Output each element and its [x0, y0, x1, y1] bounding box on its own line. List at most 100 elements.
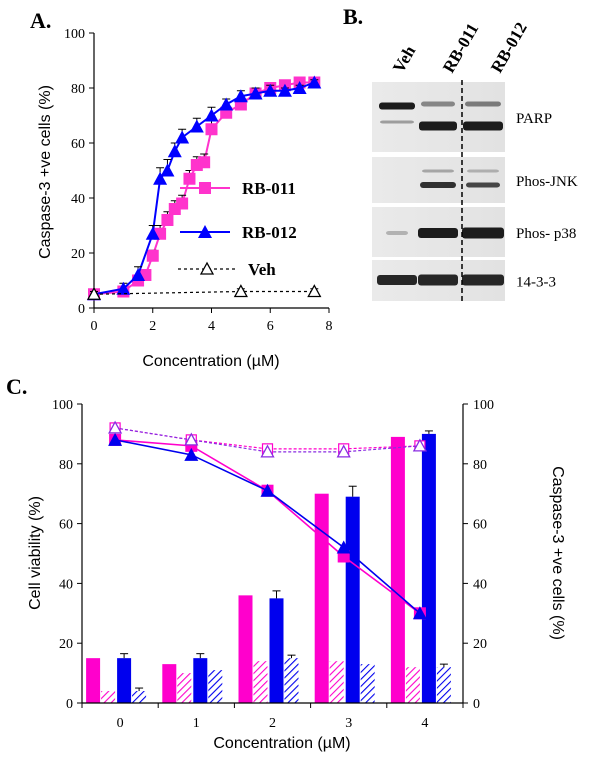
- panel-c-bar: [314, 493, 329, 703]
- panel-c-y-tick-label-left: 80: [59, 458, 73, 473]
- panel-c-bar: [117, 658, 132, 703]
- panel-c-line-point: [184, 432, 199, 446]
- panel-b-lane-label-Veh: Veh: [389, 42, 420, 76]
- panel-a-legend-marker-RB-012: [198, 225, 212, 238]
- panel-c-bar: [177, 673, 192, 703]
- panel-c-line-point: [412, 438, 427, 452]
- panel-a-y-tick-label: 100: [64, 27, 85, 42]
- panel-b-row-label: Phos- p38: [516, 226, 576, 242]
- panel-a-point-RB-011: [176, 197, 189, 210]
- panel-a-point-RB-011: [198, 156, 211, 169]
- panel-b-band: [465, 101, 501, 107]
- panel-b-blot-parp: [372, 82, 505, 152]
- panel-c-x-tick-label: 0: [117, 716, 124, 731]
- panel-b-row-label: Phos-JNK: [516, 174, 578, 190]
- panel-c-y-tick-label-left: 100: [52, 398, 73, 413]
- panel-c-y-label-right: Caspase-3 +ve cells (%): [549, 466, 566, 640]
- panel-b-band: [418, 274, 458, 286]
- panel-c-line-point: [260, 483, 275, 497]
- panel-b-band: [380, 120, 414, 124]
- panel-a-point-Veh: [307, 284, 322, 298]
- panel-c-chart: 0 0 20 20 40 40 60 60 80 80 100 100 0 1 2 3 4 Concentrat…: [27, 398, 566, 752]
- panel-c-bar: [269, 598, 284, 703]
- panel-b-row-label: 14-3-3: [516, 275, 556, 291]
- panel-b-band: [466, 182, 500, 188]
- panel-c-bar: [208, 670, 223, 703]
- panel-b-band: [422, 169, 454, 173]
- panel-b-band: [421, 101, 455, 107]
- panel-a-point-Veh: [233, 284, 248, 298]
- panel-c-bar: [101, 691, 116, 703]
- panel-c-bar: [162, 664, 177, 703]
- panel-c-line-3: [115, 427, 420, 453]
- panel-a-legend-label-Veh: Veh: [248, 260, 276, 279]
- panel-b-band: [418, 228, 458, 238]
- panel-c-bar: [284, 658, 299, 703]
- panel-a-y-label: Caspase-3 +ve cells (%): [37, 85, 54, 259]
- panel-b-band: [462, 227, 504, 239]
- panel-c-line-point: [336, 444, 351, 458]
- panel-c-y-tick-label-right: 60: [473, 518, 487, 533]
- panel-c-y-tick-label-right: 80: [473, 458, 487, 473]
- panel-a-point-RB-011: [161, 214, 174, 226]
- panel-c-line-point: [184, 447, 199, 461]
- panel-c-x-tick-label: 3: [345, 716, 352, 731]
- panel-c-y-tick-label-left: 0: [66, 697, 73, 712]
- panel-a-point-RB-012: [189, 119, 204, 133]
- panel-a-point-RB-012: [175, 130, 190, 144]
- panel-b-band: [420, 182, 456, 188]
- panel-c-bar: [421, 433, 436, 703]
- panel-a-point-RB-012: [160, 163, 175, 177]
- panel-c-line-0: [115, 439, 421, 614]
- panel-c-bar: [405, 667, 420, 703]
- panel-a-point-RB-012: [145, 226, 160, 240]
- panel-b-band: [463, 121, 503, 131]
- panel-c-y-tick-label-right: 40: [473, 577, 487, 592]
- panel-c-y-tick-label-left: 60: [59, 518, 73, 533]
- panel-a-point-RB-012: [263, 83, 278, 97]
- panel-a-point-RB-011: [183, 172, 196, 185]
- panel-a-x-tick-label: 8: [326, 319, 333, 334]
- panel-c-bar: [329, 661, 344, 703]
- panel-a-point-RB-012: [116, 281, 131, 295]
- panel-c-line-point: [412, 606, 427, 620]
- panel-c-y-tick-label-left: 40: [59, 577, 73, 592]
- panel-a-y-tick-label: 60: [71, 137, 85, 152]
- panel-a-legend-label-RB-012: RB-012: [242, 223, 297, 242]
- panel-c-line-point: [260, 444, 275, 458]
- panel-c-y-label-left: Cell viability (%): [27, 496, 44, 610]
- panel-a-point-RB-012: [307, 75, 322, 89]
- panel-c-x-tick-label: 1: [193, 716, 200, 731]
- panel-b-band: [377, 275, 417, 285]
- panel-c-x-tick-label: 4: [421, 716, 428, 731]
- panel-b-row-label: PARP: [516, 111, 552, 127]
- panel-b-band: [379, 102, 415, 110]
- panel-b-lane-label-RB-011: RB-011: [439, 20, 482, 76]
- panel-a-x-tick-label: 2: [149, 319, 156, 334]
- panel-c-bar: [345, 496, 360, 703]
- panel-c-bar: [360, 664, 375, 703]
- panel-b-lane-label-RB-012: RB-012: [487, 19, 531, 76]
- panel-c-bar: [390, 436, 405, 703]
- panel-c-y-tick-label-right: 0: [473, 697, 480, 712]
- panel-a-point-RB-012: [153, 171, 168, 185]
- panel-a-y-tick-label: 80: [71, 82, 85, 97]
- panel-c-bar: [193, 658, 208, 703]
- panel-a-point-RB-012: [167, 144, 182, 158]
- panel-b-band: [386, 231, 408, 235]
- panel-b-blot: Veh RB-011 RB-012 PARP Phos-JNK Phos- p38 14-…: [372, 19, 578, 302]
- panel-b-letter: B.: [343, 4, 363, 29]
- panel-a-legend-label-RB-011: RB-011: [242, 179, 296, 198]
- panel-a-point-RB-012: [277, 83, 292, 97]
- panel-a-x-tick-label: 6: [267, 319, 274, 334]
- panel-a-point-RB-012: [233, 89, 248, 103]
- panel-a-point-RB-012: [131, 268, 146, 281]
- panel-c-bar: [238, 595, 253, 703]
- panel-a-x-tick-label: 4: [208, 319, 215, 334]
- panel-c-line-1: [114, 439, 421, 614]
- panel-a-y-tick-label: 20: [71, 247, 85, 262]
- panel-c-bar: [436, 667, 451, 703]
- panel-b-band: [467, 169, 499, 173]
